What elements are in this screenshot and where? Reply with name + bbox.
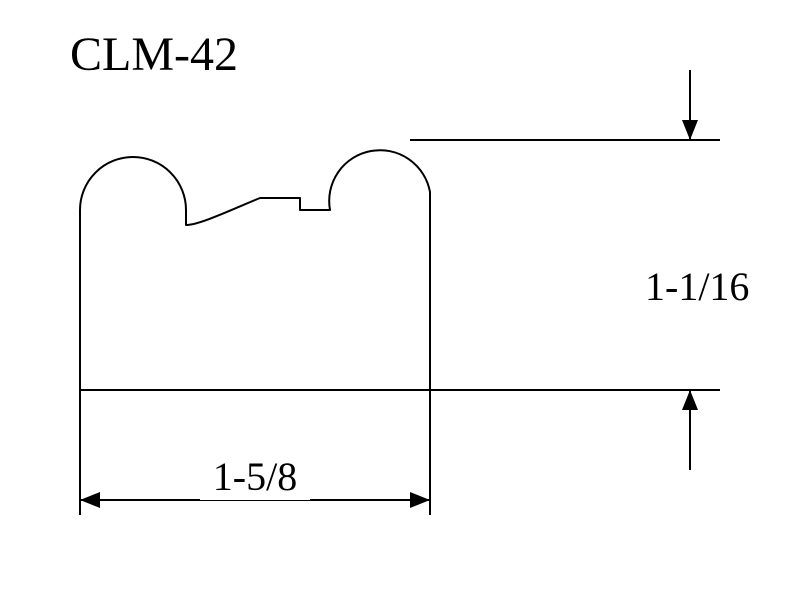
arrow-down-icon (682, 120, 698, 140)
part-title: CLM-42 (70, 28, 238, 81)
arrow-right-icon (410, 492, 430, 508)
arrow-left-icon (80, 492, 100, 508)
arrow-up-icon (682, 390, 698, 410)
dim-v-label: 1-1/16 (645, 264, 749, 309)
dim-h-label: 1-5/8 (213, 454, 297, 499)
profile-outline (80, 150, 430, 390)
